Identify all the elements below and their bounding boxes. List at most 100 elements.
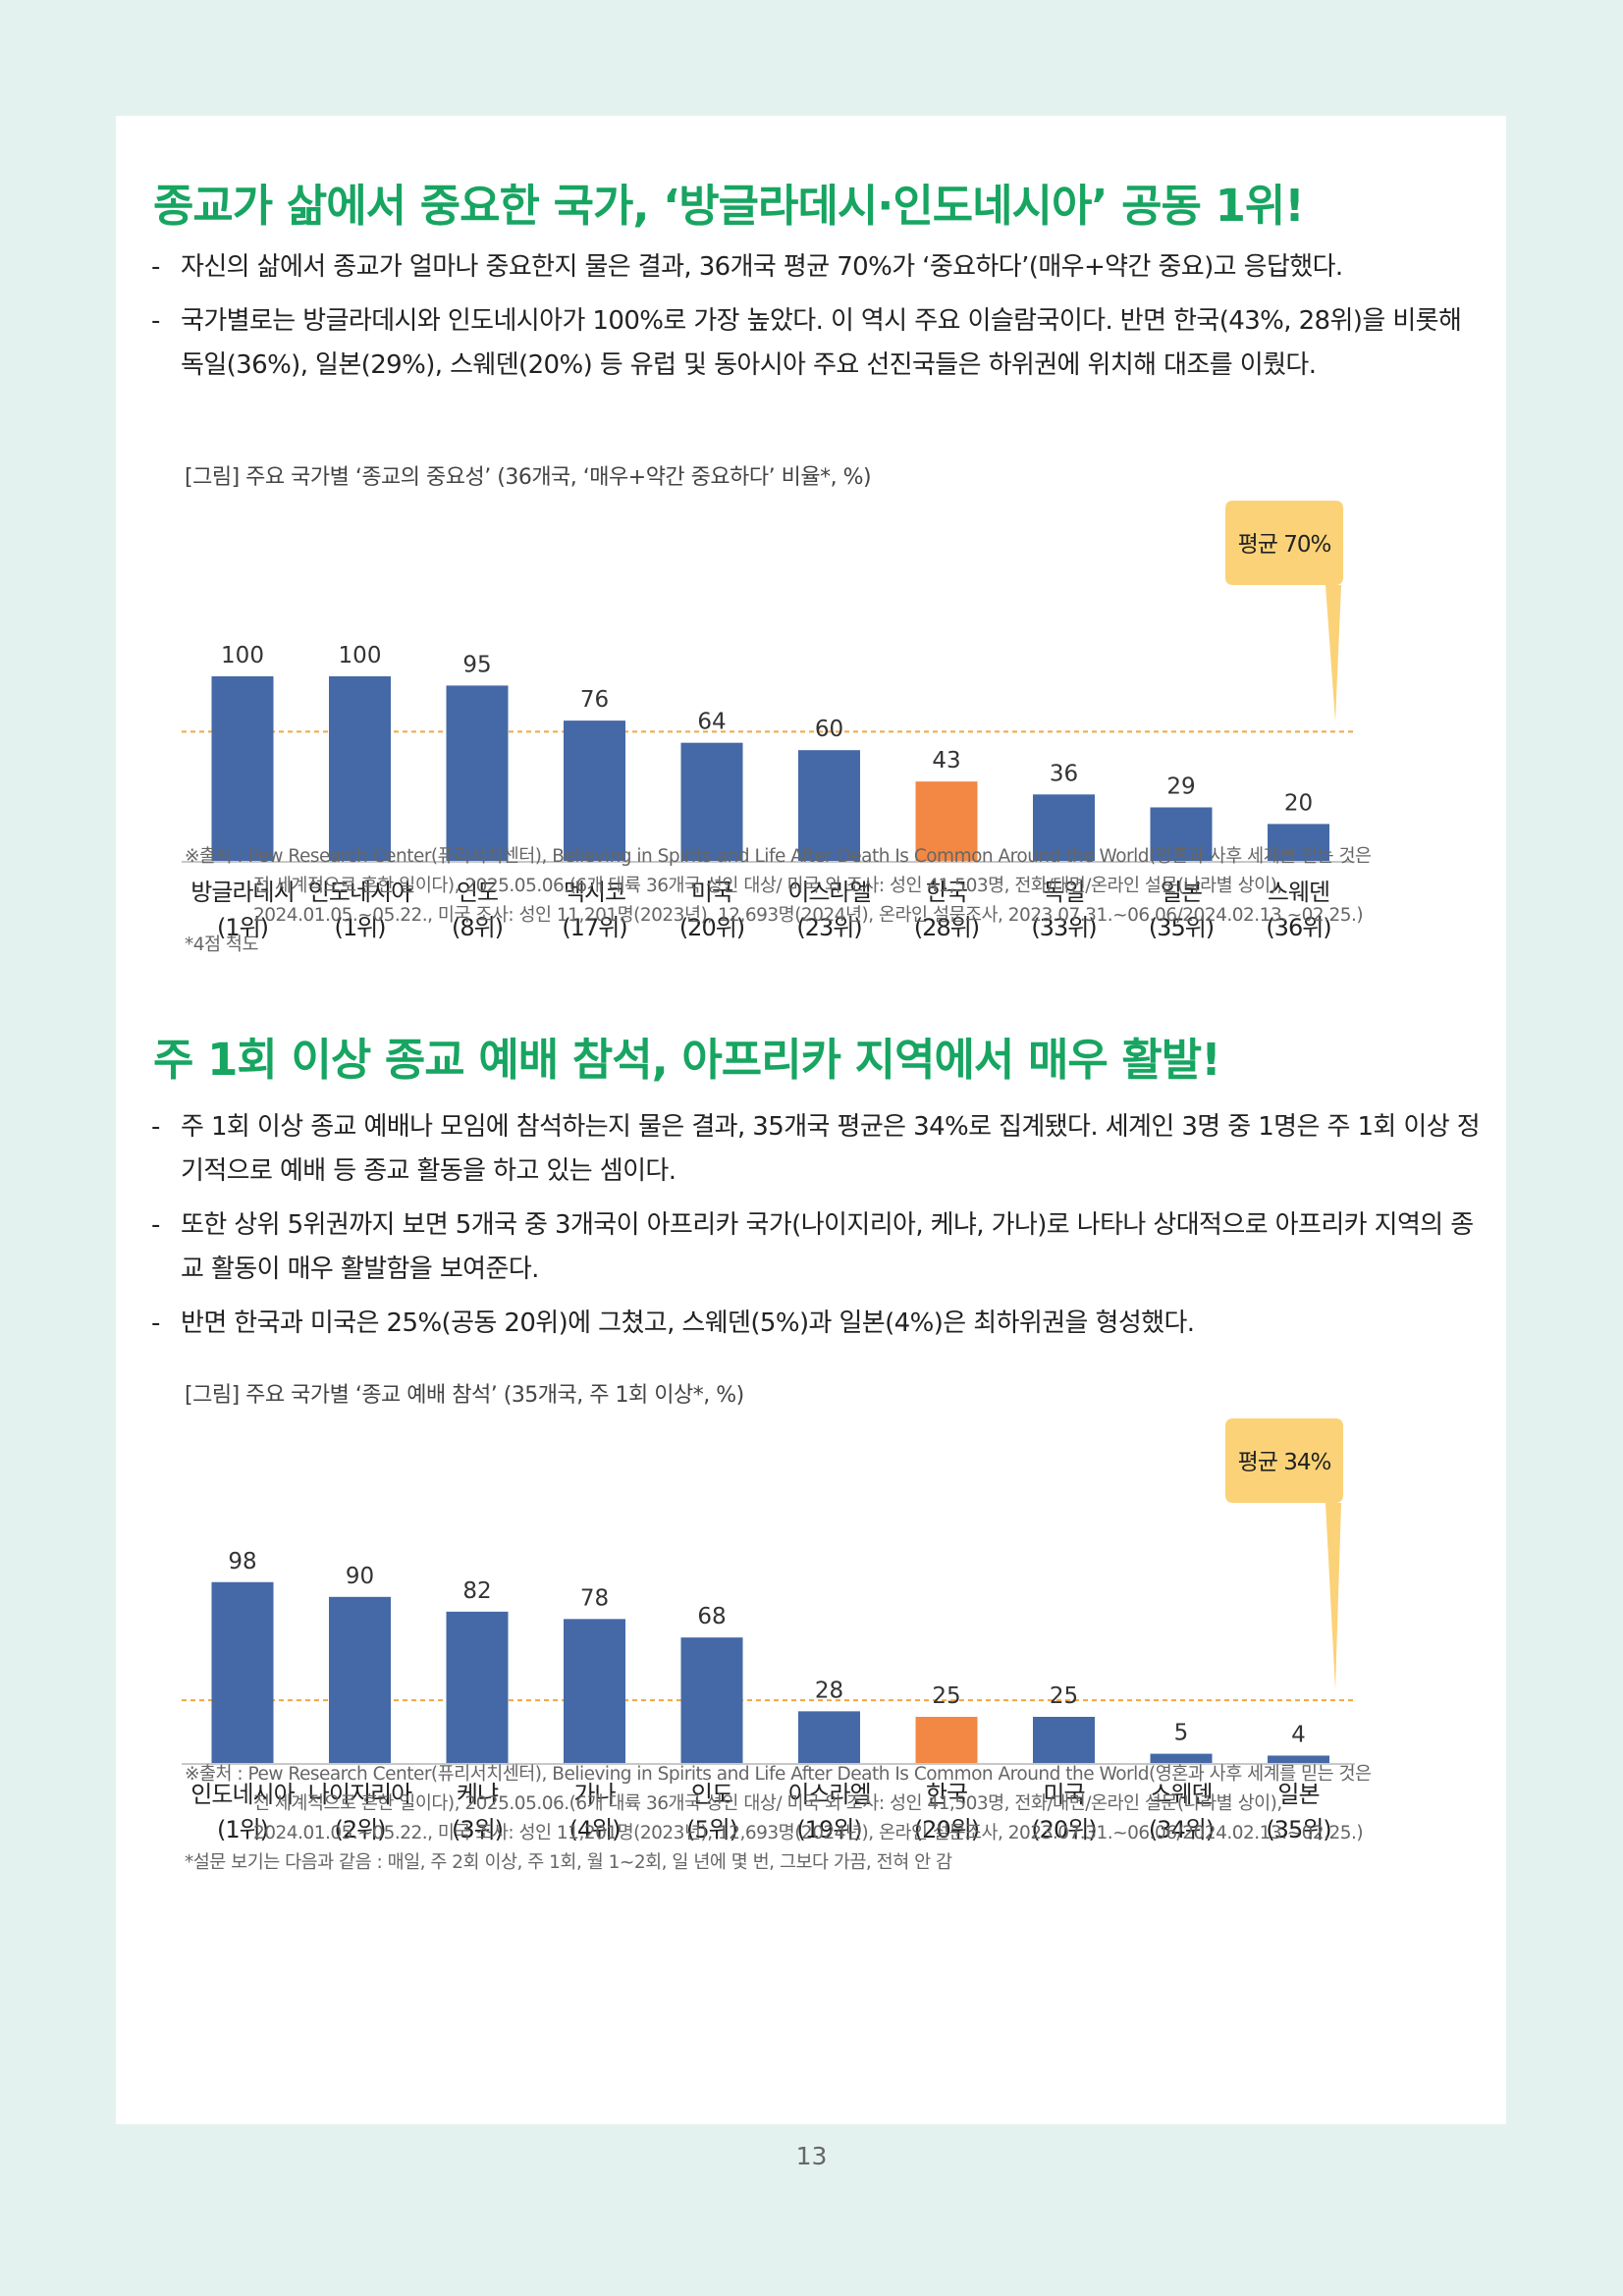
content-card: 종교가 삶에서 중요한 국가, ‘방글라데시·인도네시아’ 공동 1위! 자신의… (116, 116, 1506, 2124)
page-number: 13 (795, 2142, 828, 2170)
source-note: *설문 보기는 다음과 같음 : 매일, 주 2회 이상, 주 1회, 월 1~… (185, 1852, 952, 1873)
rank-label: (28위) (914, 914, 979, 941)
bar (798, 750, 860, 861)
chart2-caption: [그림] 주요 국가별 ‘종교 예배 참석’ (35개국, 주 1회 이상*, … (185, 1383, 744, 1408)
category-label: 인도 (457, 879, 498, 906)
value-label: 95 (462, 652, 491, 677)
category-label: 가나 (573, 1781, 616, 1808)
value-label: 98 (228, 1549, 256, 1575)
category-label: 케냐 (457, 1781, 499, 1808)
bar (211, 1581, 274, 1763)
category-label: 인도 (691, 1781, 732, 1808)
value-label: 29 (1166, 774, 1195, 799)
source-line: 2024.01.05.~05.22., 미국 조사: 성인 11,201명(20… (253, 905, 1364, 926)
bar (446, 685, 509, 861)
rank-label: (36위) (1266, 914, 1330, 941)
value-label: 64 (697, 710, 726, 735)
section1-bullet: 자신의 삶에서 종교가 얼마나 중요한지 물은 결과, 36개국 평균 70%가… (151, 245, 1487, 290)
category-label: 이스라엘 (787, 1781, 870, 1808)
value-label: 60 (815, 717, 843, 742)
chart1-source: ※출처 : Pew Research Center(퓨리서치센터), Belie… (185, 842, 1500, 960)
rank-label: (20위) (1031, 1816, 1096, 1843)
rank-label: (2위) (334, 1816, 385, 1843)
average-callout (1225, 501, 1343, 722)
bar (329, 1596, 391, 1763)
rank-label: (33위) (1031, 914, 1096, 941)
rank-label: (20위) (914, 1816, 979, 1843)
average-label: 평균 70% (1238, 532, 1331, 558)
rank-label: (1위) (217, 914, 268, 941)
average-callout (1225, 1418, 1343, 1691)
bar (680, 1637, 743, 1763)
value-label: 100 (221, 643, 264, 668)
value-label: 68 (697, 1604, 726, 1629)
value-label: 90 (346, 1564, 374, 1589)
rank-label: (1위) (217, 1816, 268, 1843)
rank-label: (19위) (796, 1816, 861, 1843)
bar (329, 676, 391, 861)
value-label: 5 (1174, 1721, 1189, 1746)
chart1-svg: 100 방글라데시 (1위) 100 인도네시아 (1위) 95 인도 (8위) 76 멕시코 (17… (182, 501, 1355, 941)
source-line: 전 세계적으로 흔한 일이다), 2025.05.06.(6개 대륙 36개국 … (253, 1793, 1282, 1814)
chart2: 98 인도네시아 (1위) 90 나이지리아 (2위) 82 케냐 (3위) 78 가나 (4위) 68… (116, 1416, 1506, 1848)
category-label: 스웨덴 (1268, 879, 1329, 906)
chart1-caption: [그림] 주요 국가별 ‘종교의 중요성’ (36개국, ‘매우+약간 중요하다… (185, 465, 872, 490)
chart2-source: ※출처 : Pew Research Center(퓨리서치센터), Belie… (185, 1760, 1500, 1878)
category-label: 일본 (1161, 879, 1202, 906)
category-label: 나이지리아 (308, 1781, 412, 1808)
chart1: 100 방글라데시 (1위) 100 인도네시아 (1위) 95 인도 (8위) 76 멕시코 (17… (116, 499, 1506, 950)
category-label: 한국 (926, 1781, 967, 1808)
bar (564, 1619, 625, 1763)
rank-label: (17위) (562, 914, 626, 941)
source-line: 2024.01.05.~05.22., 미국 조사: 성인 11,201명(20… (253, 1823, 1364, 1843)
section2-heading: 주 1회 이상 종교 예배 참석, 아프리카 지역에서 매우 활발! (153, 1034, 1221, 1086)
category-label: 일본 (1277, 1781, 1319, 1808)
rank-label: (20위) (679, 914, 744, 941)
bar (564, 721, 625, 861)
average-label: 평균 34% (1238, 1450, 1331, 1475)
section1-bullets: 자신의 삶에서 종교가 얼마나 중요한지 물은 결과, 36개국 평균 70%가… (151, 245, 1487, 398)
bar (1268, 824, 1329, 861)
category-label: 스웨덴 (1150, 1781, 1212, 1808)
section1-heading: 종교가 삶에서 중요한 국가, ‘방글라데시·인도네시아’ 공동 1위! (153, 180, 1305, 232)
rank-label: (1위) (334, 914, 385, 941)
value-label: 43 (932, 748, 960, 774)
rank-label: (4위) (568, 1816, 620, 1843)
rank-label: (34위) (1149, 1816, 1214, 1843)
bar (211, 676, 274, 861)
bar (915, 781, 978, 861)
bar (1033, 1717, 1095, 1763)
section2-bullets: 주 1회 이상 종교 예배나 모임에 참석하는지 물은 결과, 35개국 평균은… (151, 1105, 1487, 1356)
value-label: 20 (1284, 790, 1313, 816)
rank-label: (23위) (796, 914, 861, 941)
category-label: 인도네시아 (308, 879, 412, 906)
rank-label: (8위) (452, 914, 503, 941)
value-label: 25 (932, 1683, 960, 1709)
bar (1268, 1755, 1329, 1763)
category-label: 미국 (1043, 1781, 1084, 1808)
value-label: 4 (1291, 1722, 1306, 1747)
section1-bullet: 국가별로는 방글라데시와 인도네시아가 100%로 가장 높았다. 이 역시 주… (151, 299, 1487, 388)
bar (1150, 1753, 1213, 1763)
value-label: 36 (1050, 761, 1078, 786)
value-label: 28 (815, 1678, 843, 1703)
category-label: 방글라데시 (190, 879, 294, 906)
bar (798, 1711, 860, 1763)
chart2-svg: 98 인도네시아 (1위) 90 나이지리아 (2위) 82 케냐 (3위) 78 가나 (4위) 68… (182, 1418, 1355, 1843)
bar (680, 742, 743, 861)
category-label: 이스라엘 (787, 879, 870, 906)
source-note: *4점 척도 (185, 934, 258, 955)
category-label: 한국 (926, 879, 967, 906)
value-label: 76 (580, 687, 609, 713)
category-label: 인도네시아 (190, 1781, 295, 1808)
bar (446, 1611, 509, 1763)
rank-label: (35위) (1266, 1816, 1330, 1843)
bar (1150, 807, 1213, 861)
section2-bullet: 반면 한국과 미국은 25%(공동 20위)에 그쳤고, 스웨덴(5%)과 일본… (151, 1302, 1487, 1346)
section2-bullet: 또한 상위 5위권까지 보면 5개국 중 3개국이 아프리카 국가(나이지리아,… (151, 1203, 1487, 1292)
source-line: 전 세계적으로 흔한 일이다), 2025.05.06.(6개 대륙 36개국 … (253, 876, 1282, 896)
rank-label: (35위) (1149, 914, 1214, 941)
rank-label: (3위) (452, 1816, 503, 1843)
category-label: 멕시코 (564, 879, 625, 906)
value-label: 25 (1050, 1683, 1078, 1709)
